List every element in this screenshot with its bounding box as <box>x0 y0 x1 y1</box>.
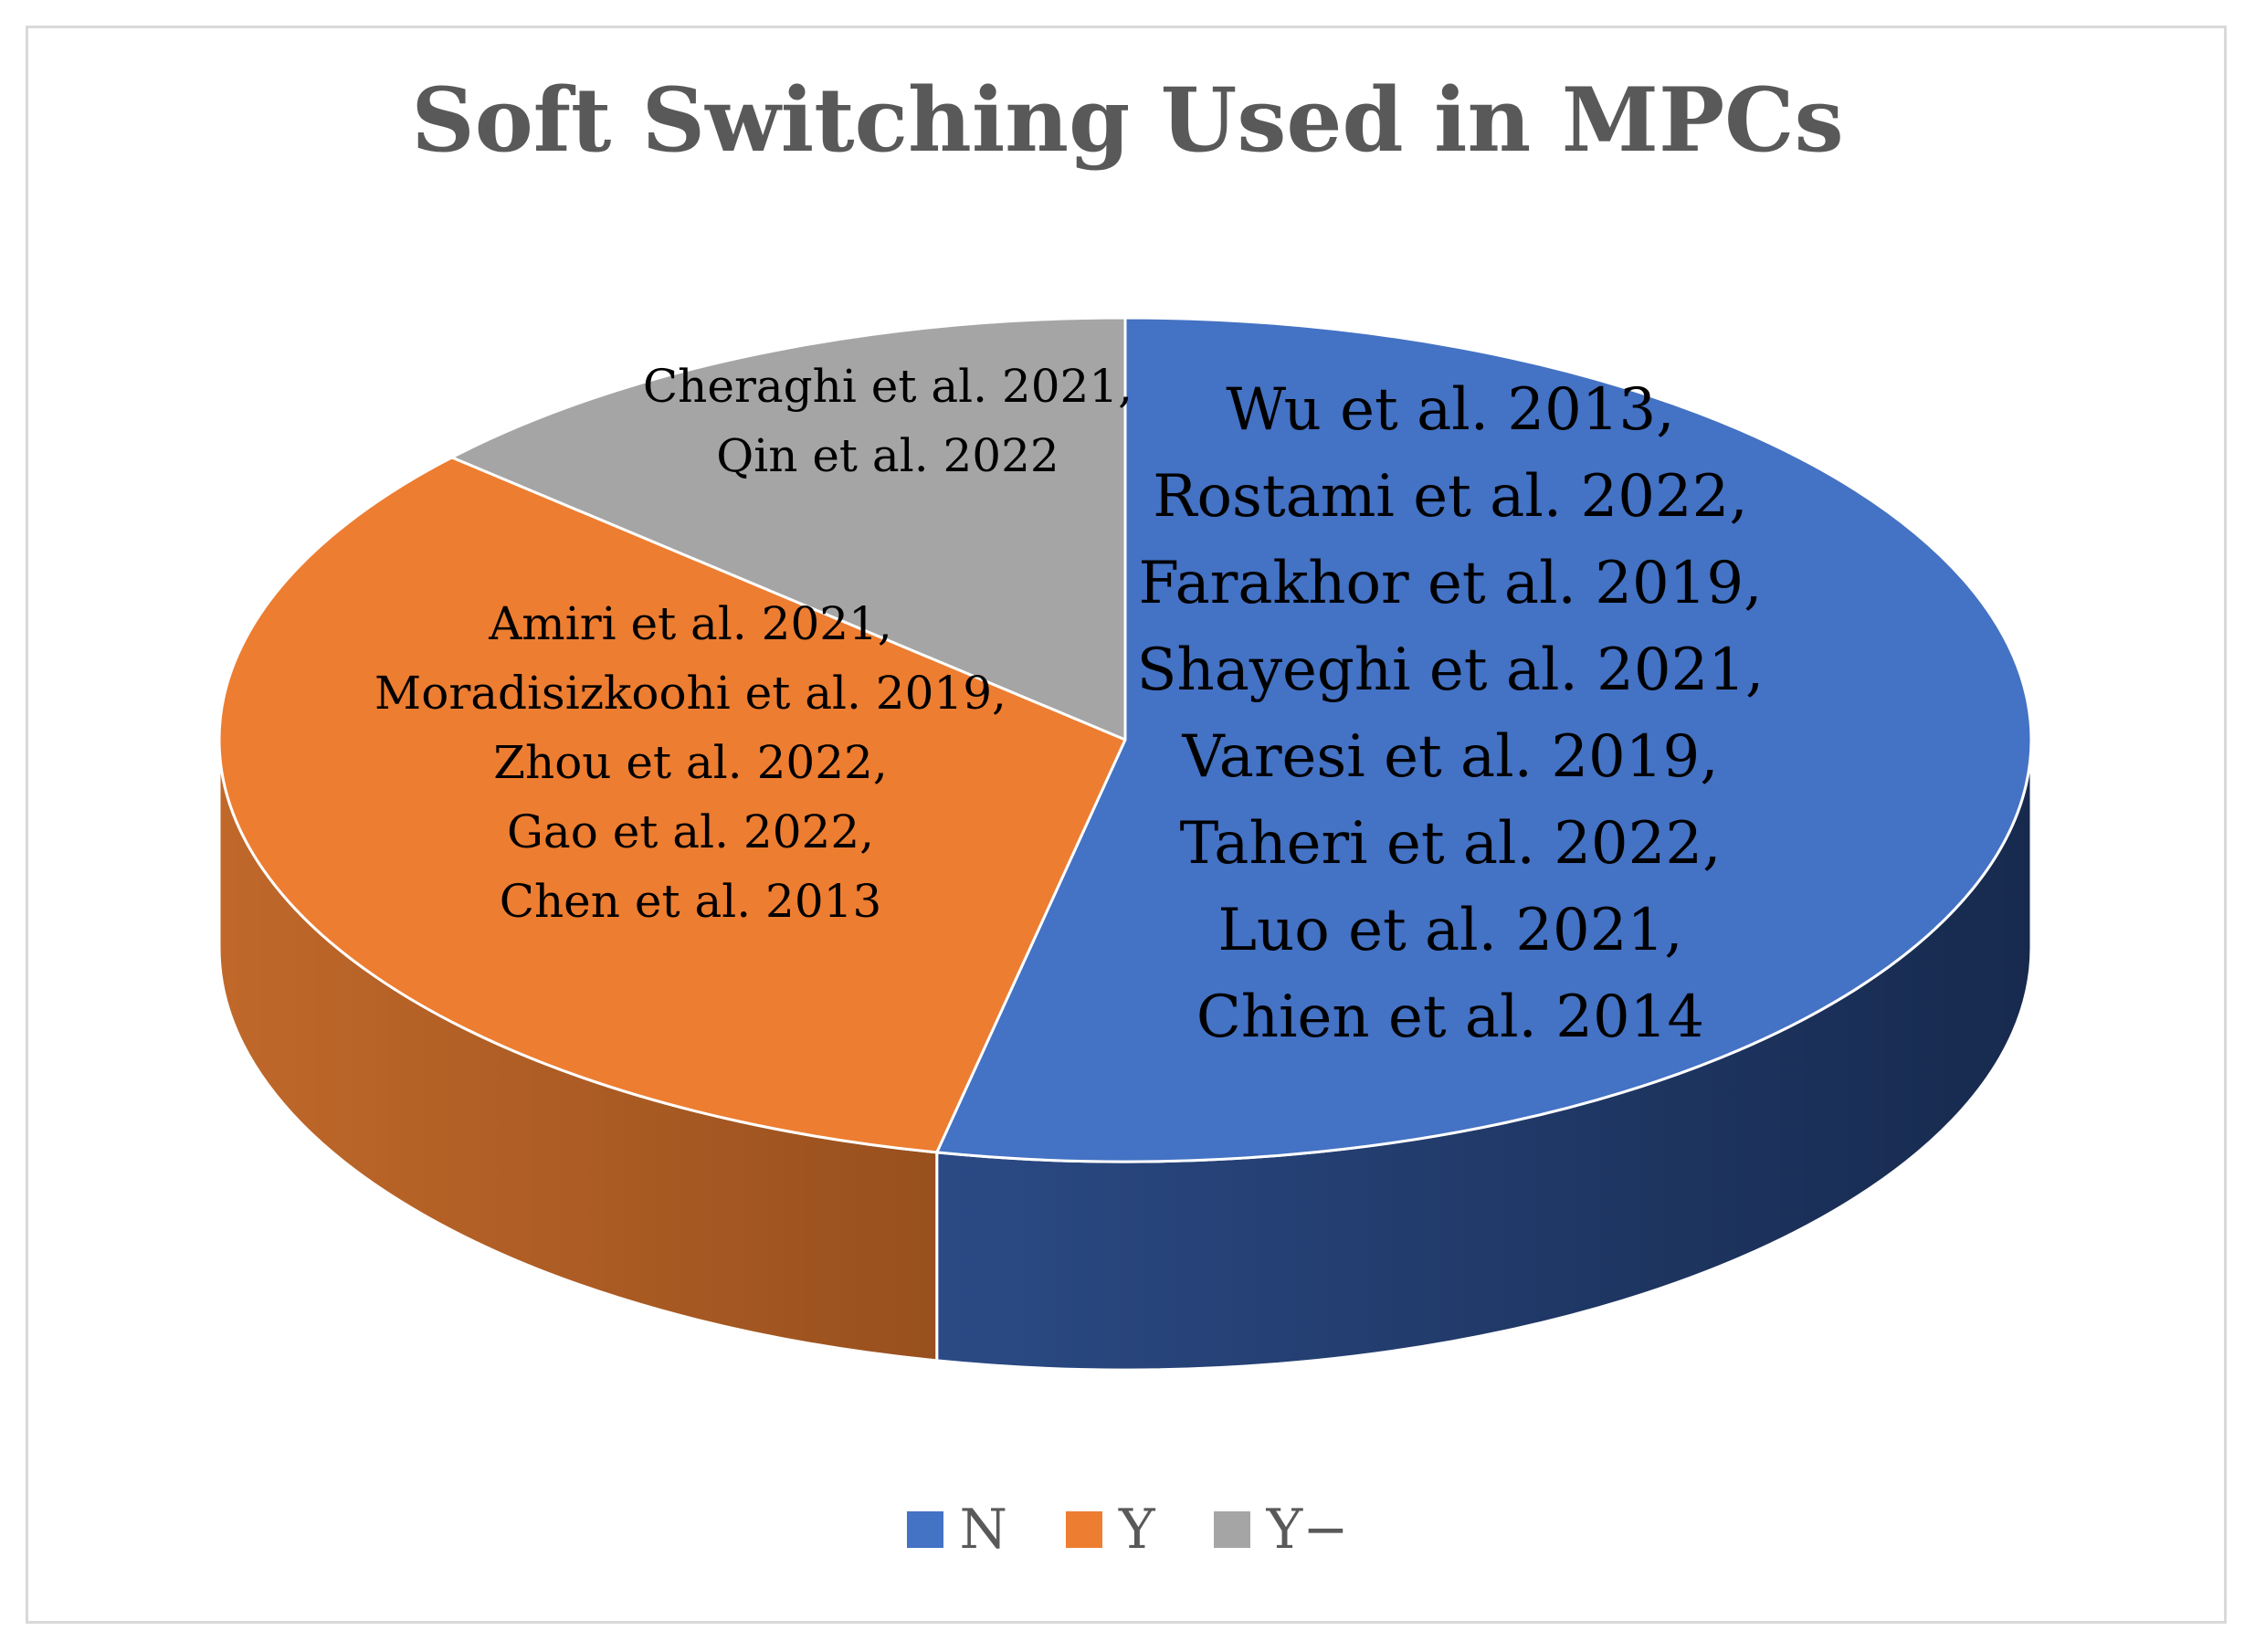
slice-label-n: Wu et al. 2013, Rostami et al. 2022, Farak… <box>1137 376 1765 1051</box>
slice-label-line-n-5: Varesi et al. 2019, <box>1181 723 1718 791</box>
legend-label-y: Y <box>1119 1498 1155 1562</box>
legend-swatch-n <box>906 1511 943 1548</box>
pie-slice-y <box>217 456 1127 1154</box>
legend-item-n: N <box>906 1498 1008 1562</box>
slice-label-line-n-7: Luo et al. 2021, <box>1217 897 1682 964</box>
legend-swatch-y <box>1066 1511 1102 1548</box>
slice-label-line-y-3: Zhou et al. 2022, <box>493 736 887 789</box>
slice-label-line-y-4: Gao et al. 2022, <box>507 805 874 858</box>
chart-title: Soft Switching Used in MPCs <box>411 68 1844 172</box>
slice-label-line-y-1: Amiri et al. 2021, <box>488 597 892 650</box>
slice-label-line-n-3: Farakhor et al. 2019, <box>1139 550 1763 617</box>
legend-label-n: N <box>959 1498 1008 1562</box>
pie-slice-y-minus <box>450 316 1127 742</box>
slice-label-line-y-2: Moradisizkoohi et al. 2019, <box>374 667 1006 720</box>
slice-label-line-n-2: Rostami et al. 2022, <box>1153 463 1747 531</box>
slice-label-y: Amiri et al. 2021, Moradisizkoohi et al. … <box>374 597 1006 928</box>
slice-label-line-n-6: Taheri et al. 2022, <box>1180 810 1722 878</box>
slice-label-line-y-5: Chen et al. 2013 <box>500 875 882 928</box>
slice-label-line-y-minus-1: Cheraghi et al. 2021, <box>643 360 1133 413</box>
slice-label-line-n-1: Wu et al. 2013, <box>1226 376 1674 444</box>
legend: N Y Y− <box>0 1498 2255 1562</box>
slice-label-line-y-minus-2: Qin et al. 2022 <box>716 429 1059 482</box>
legend-label-y-minus: Y− <box>1266 1498 1349 1562</box>
legend-swatch-y-minus <box>1213 1511 1250 1548</box>
legend-item-y: Y <box>1066 1498 1155 1562</box>
slice-label-line-n-4: Shayeghi et al. 2021, <box>1137 637 1765 704</box>
slice-label-y-minus: Cheraghi et al. 2021, Qin et al. 2022 <box>643 360 1133 482</box>
pie-slice-n <box>935 316 2033 1163</box>
legend-item-y-minus: Y− <box>1213 1498 1349 1562</box>
pie-tops <box>217 316 2033 1163</box>
pie-labels: Wu et al. 2013, Rostami et al. 2022, Farak… <box>374 360 1764 1051</box>
slice-label-line-n-8: Chien et al. 2014 <box>1196 984 1704 1051</box>
